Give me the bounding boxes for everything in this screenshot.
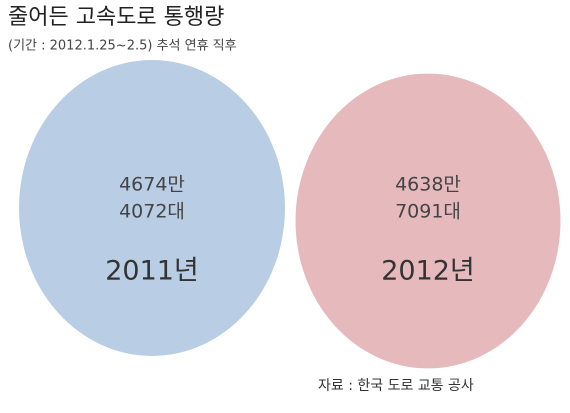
value-label: 4638만 bbox=[395, 174, 461, 196]
bubble bbox=[19, 60, 285, 356]
value-label: 7091대 bbox=[395, 201, 461, 223]
category-label: 2012년 bbox=[381, 256, 475, 287]
value-label: 4674만 bbox=[119, 174, 185, 196]
chart-title: 줄어든 고속도로 통행량 bbox=[8, 5, 224, 30]
bubble bbox=[295, 73, 561, 369]
source-note: 자료 : 한국 도로 교통 공사 bbox=[318, 378, 474, 394]
chart-subtitle: (기간 : 2012.1.25~2.5) 추석 연휴 직후 bbox=[8, 39, 237, 54]
value-label: 4072대 bbox=[119, 201, 185, 223]
category-label: 2011년 bbox=[105, 256, 199, 287]
